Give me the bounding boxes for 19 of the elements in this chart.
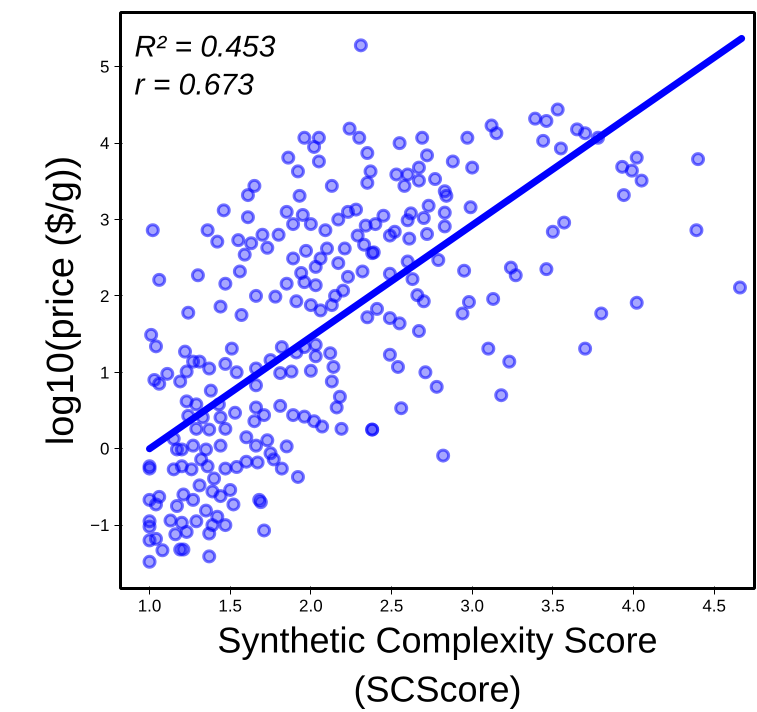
y-tick-label: 1 (100, 363, 110, 382)
x-tick-label: 1.0 (138, 596, 162, 616)
x-tick-label: 2.5 (380, 596, 404, 616)
y-tick-label: 3 (100, 210, 110, 230)
y-tick-label: 5 (100, 58, 110, 77)
x-tick-label: 4.5 (702, 596, 726, 616)
x-tick-label: 3.5 (541, 596, 565, 616)
x-tick-label: 1.5 (218, 596, 242, 616)
x-axis-title: Synthetic Complexity Score (SCScore) (217, 620, 658, 710)
y-tick-label: 2 (100, 286, 110, 306)
x-tick-label: 3.0 (460, 596, 484, 616)
x-tick-label: 2.0 (299, 596, 323, 616)
y-tick-label: 4 (100, 134, 110, 154)
x-tick-label: 4.0 (622, 596, 646, 616)
y-tick-label: −1 (90, 516, 110, 536)
y-tick-label: 0 (100, 440, 110, 459)
annotation: R² = 0.453 (134, 30, 276, 64)
annotation: r = 0.673 (134, 68, 254, 102)
y-axis-title: log10(price ($/g)) (40, 156, 82, 446)
